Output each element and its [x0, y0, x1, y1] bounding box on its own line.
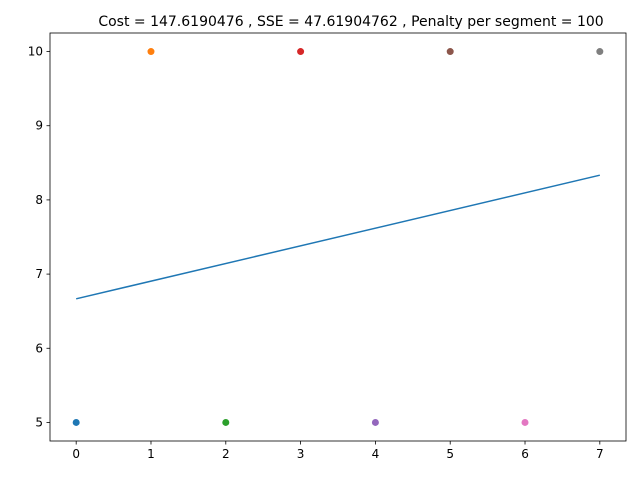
data-point-3 — [297, 48, 305, 56]
axes-frame — [49, 32, 627, 442]
y-tick-label: 5 — [35, 415, 43, 429]
x-tick-label: 6 — [521, 447, 529, 461]
x-axis: 0 1 2 3 4 5 6 7 — [72, 441, 604, 461]
y-tick-label: 10 — [28, 45, 43, 59]
x-tick-label: 1 — [147, 447, 155, 461]
y-tick-label: 9 — [35, 119, 43, 133]
data-point-2 — [222, 418, 230, 426]
chart-title: Cost = 147.6190476 , SSE = 47.61904762 ,… — [98, 14, 603, 30]
y-tick-label: 6 — [35, 341, 43, 355]
data-point-1 — [147, 48, 155, 56]
data-point-6 — [521, 418, 529, 426]
data-point-7 — [596, 48, 604, 56]
y-tick-label: 7 — [35, 267, 43, 281]
data-point-4 — [371, 418, 379, 426]
x-tick-label: 3 — [297, 447, 305, 461]
y-axis: 5 6 7 8 9 10 — [28, 45, 50, 429]
y-tick-label: 8 — [35, 193, 43, 207]
data-point-5 — [446, 48, 454, 56]
x-tick-label: 5 — [446, 447, 454, 461]
x-tick-label: 7 — [596, 447, 604, 461]
plot-area — [72, 48, 604, 426]
x-tick-label: 4 — [372, 447, 380, 461]
data-point-0 — [72, 418, 80, 426]
fit-line — [76, 174, 600, 300]
x-tick-label: 0 — [72, 447, 80, 461]
x-tick-label: 2 — [222, 447, 230, 461]
